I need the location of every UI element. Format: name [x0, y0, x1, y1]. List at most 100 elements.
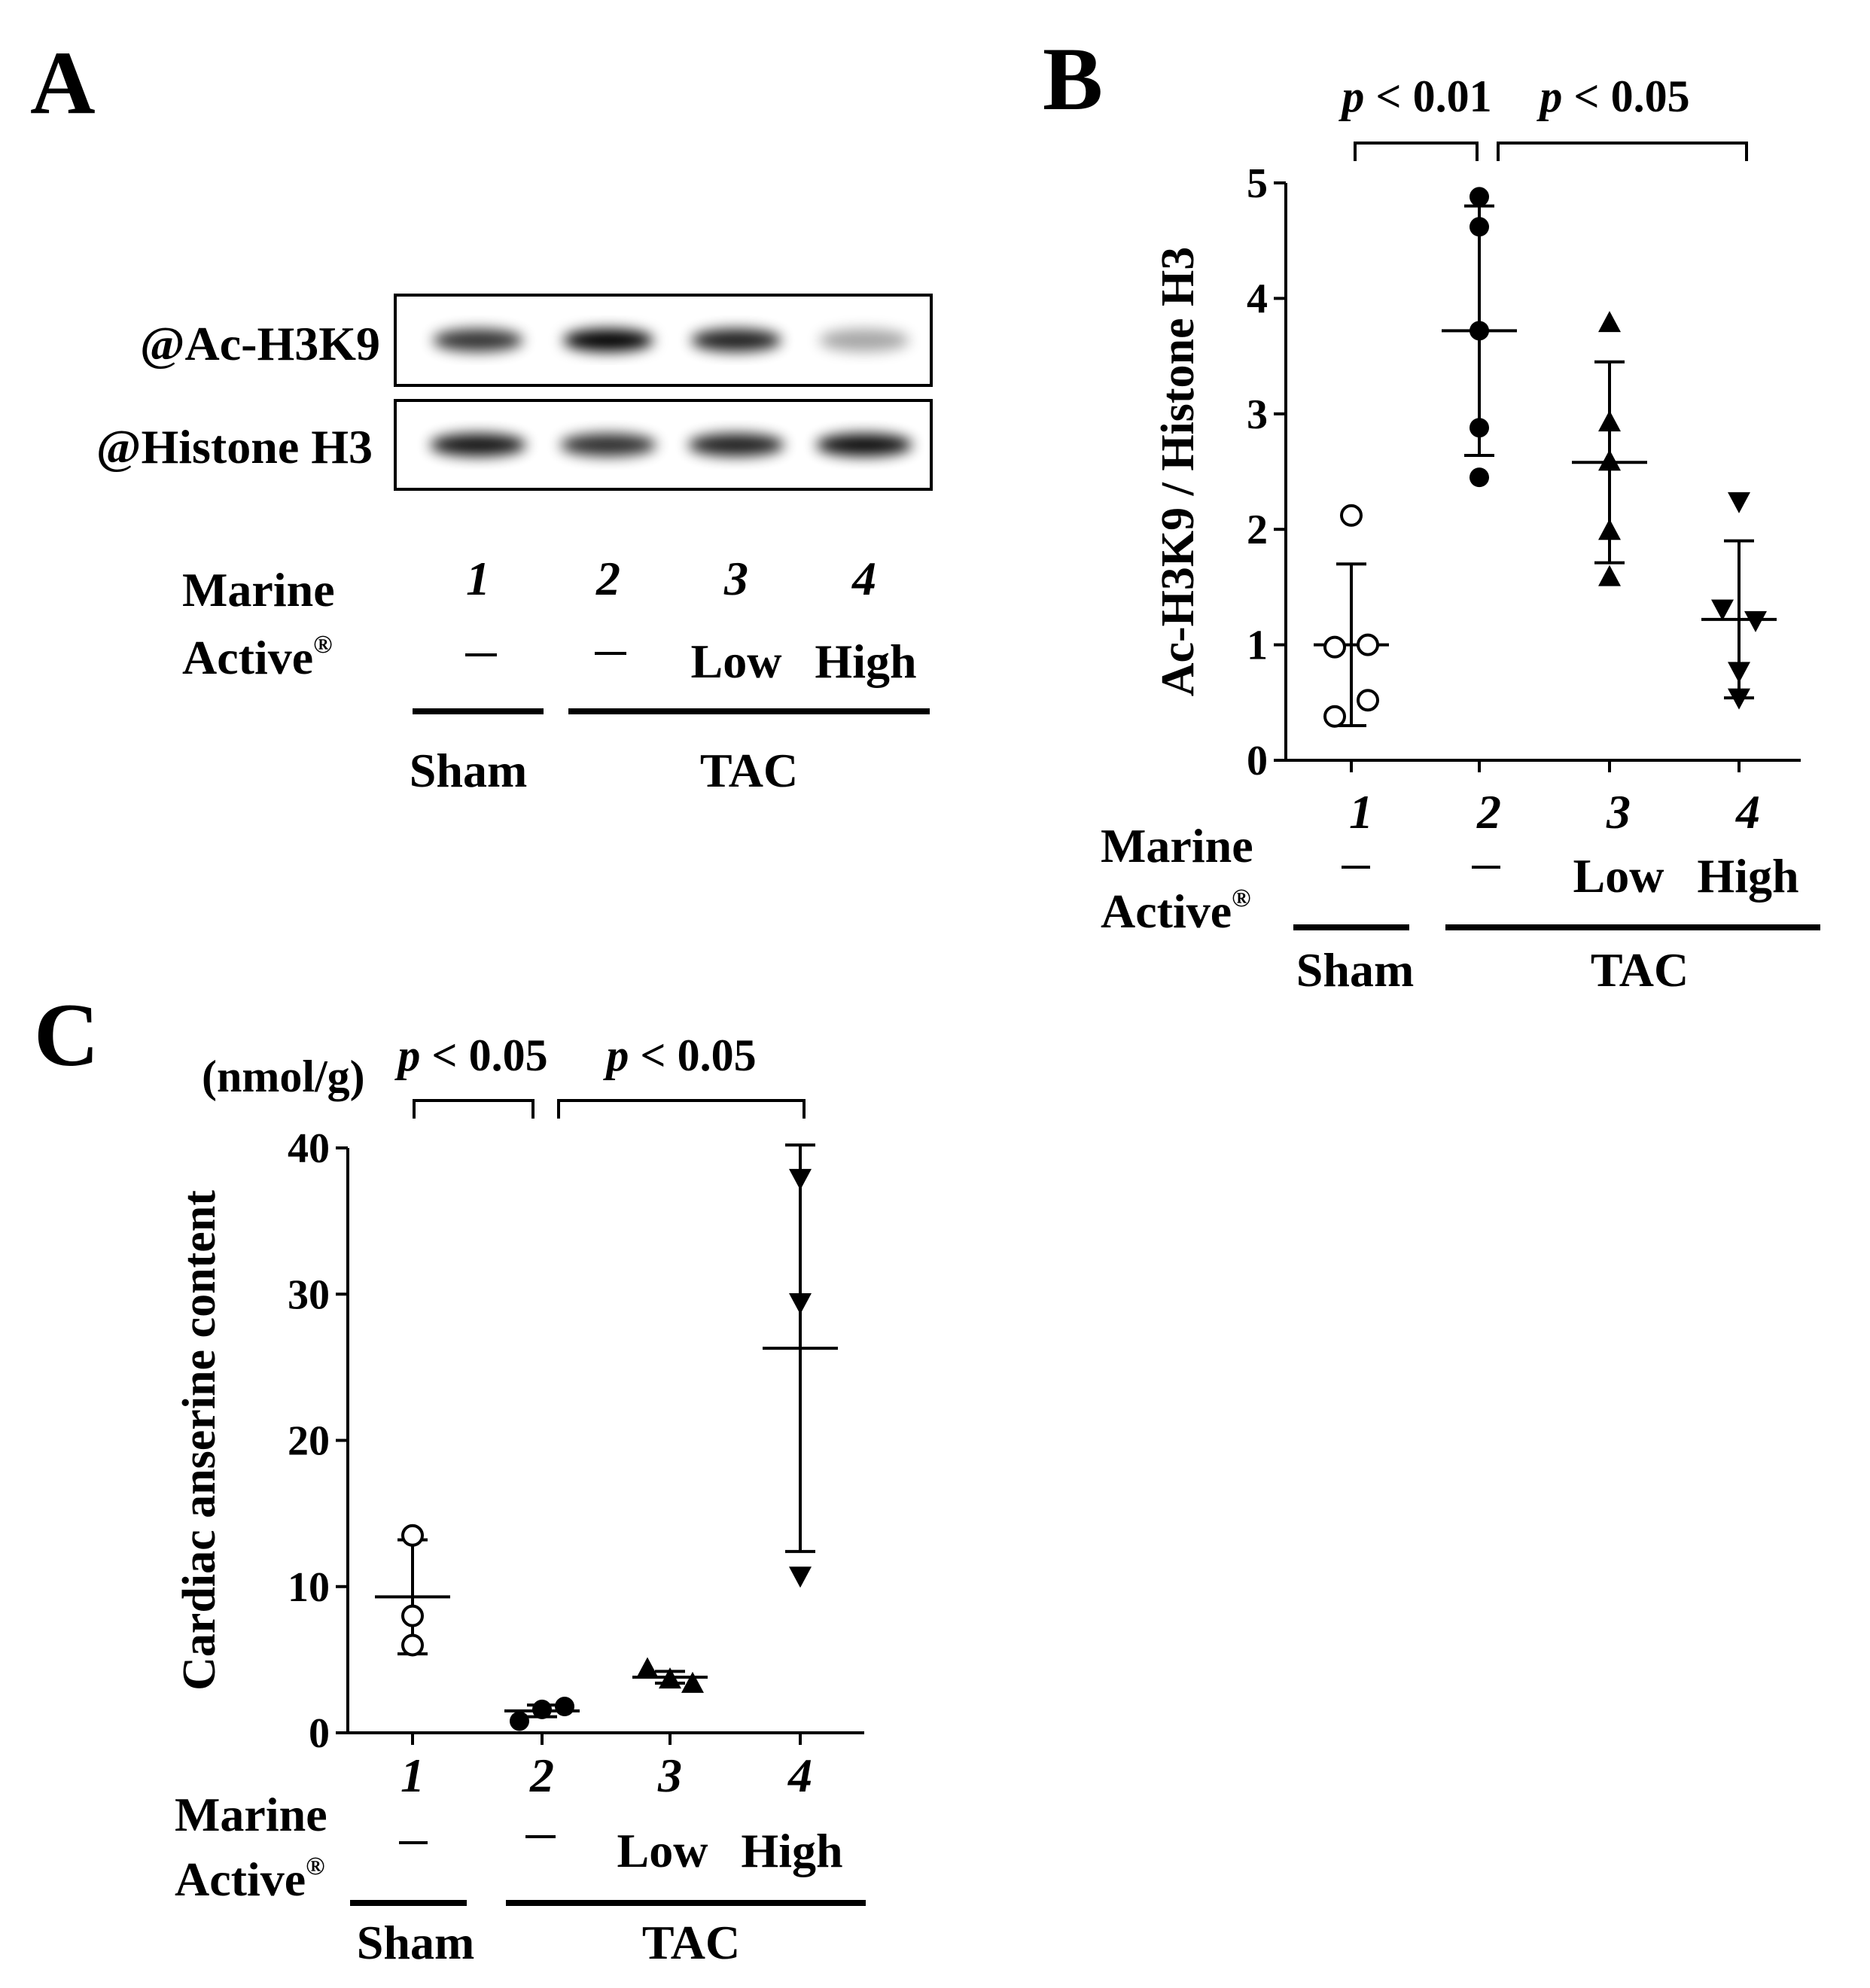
- a-treatment-label-line2: Active®: [182, 631, 333, 684]
- c-lane-number-3: 3: [657, 1749, 682, 1802]
- b-lane-number-1: 1: [1349, 785, 1373, 839]
- panel-c: C (nmol/g) 0 10 20 30 40 Cardiac anserine con…: [34, 985, 866, 1969]
- a-treatment-high: High: [815, 635, 916, 688]
- chart-c-plot: 0 10 20 30 40 Cardiac anserine content p < 0.0…: [174, 1031, 864, 1757]
- c-group-tac: TAC: [642, 1916, 740, 1969]
- c-group-sham: Sham: [357, 1916, 475, 1969]
- b-y-axis-label: Ac-H3K9 / Histone H3: [1153, 247, 1204, 697]
- c-lane-number-4: 4: [787, 1749, 812, 1802]
- c-point-3-2: [659, 1667, 681, 1689]
- a-treatment-label-line1: Marine: [182, 563, 335, 616]
- blot-band-histone-h3-lane-1: [430, 434, 526, 456]
- b-point-4-1: [1728, 492, 1750, 513]
- b-treatment-label-line1: Marine: [1101, 819, 1253, 872]
- c-significance-bracket-1: [413, 1099, 535, 1119]
- b-y-tick-label-2: 2: [1247, 507, 1268, 553]
- b-y-tick-label-4: 4: [1247, 276, 1268, 322]
- c-y-tick-label-10: 10: [288, 1564, 330, 1611]
- panel-a: A @Ac-H3K9 @Histone H3 1 2 3 4 Marine Ac…: [30, 32, 933, 797]
- b-point-1-5: [1323, 705, 1346, 728]
- a-treatment-low: Low: [691, 635, 782, 688]
- c-significance-bracket-2: [557, 1099, 806, 1119]
- band-label-histone-h3: @Histone H3: [96, 420, 373, 473]
- a-group-tac: TAC: [700, 744, 798, 797]
- b-point-3-2: [1598, 410, 1621, 432]
- blot-band-ac-h3k9-lane-1: [433, 329, 523, 352]
- c-point-1-2: [401, 1604, 424, 1627]
- blot-band-histone-h3-lane-3: [688, 434, 784, 456]
- b-point-2-4: [1470, 418, 1489, 438]
- b-point-3-1: [1598, 311, 1621, 333]
- c-treatment-label-line1: Marine: [175, 1788, 327, 1841]
- b-point-1-4: [1357, 689, 1379, 712]
- a-lane-number-2: 2: [595, 552, 620, 605]
- b-significance-label-2: p < 0.05: [1536, 72, 1689, 121]
- c-point-3-1: [636, 1657, 659, 1679]
- b-point-3-3: [1598, 449, 1621, 471]
- b-point-2-5: [1470, 467, 1489, 488]
- b-significance-label-1: p < 0.01: [1338, 72, 1491, 121]
- a-group-sham: Sham: [410, 744, 528, 797]
- blot-band-histone-h3-lane-2: [560, 434, 656, 456]
- c-point-2-3: [555, 1697, 574, 1717]
- b-significance-bracket-2: [1497, 142, 1748, 161]
- b-point-1-1: [1340, 504, 1363, 527]
- b-y-tick-label-3: 3: [1247, 391, 1268, 438]
- c-point-4-1: [789, 1168, 812, 1190]
- b-point-2-2: [1470, 217, 1489, 237]
- blot-band-ac-h3k9-lane-2: [563, 329, 653, 352]
- b-treatment-low: Low: [1573, 849, 1664, 903]
- b-treatment-high: High: [1697, 849, 1798, 903]
- chart-b-plot: 0 1 2 3 4 5 Ac-H3K9 / Histone H3 p < 0.01 p < 0.…: [1153, 72, 1801, 784]
- c-treatment-low: Low: [617, 1824, 708, 1877]
- b-point-1-2: [1357, 633, 1379, 656]
- b-lane-number-3: 3: [1606, 785, 1631, 839]
- blot-band-ac-h3k9-lane-3: [691, 329, 781, 352]
- a-lane-number-1: 1: [466, 552, 490, 605]
- c-lane-number-1: 1: [400, 1749, 425, 1802]
- a-lane-number-4: 4: [851, 552, 876, 605]
- b-point-3-4: [1598, 519, 1621, 540]
- c-y-tick-label-30: 30: [288, 1271, 330, 1318]
- b-point-4-5: [1728, 688, 1750, 710]
- blot-bands-histone-h3: [430, 434, 912, 456]
- b-lane-number-2: 2: [1476, 785, 1501, 839]
- b-lane-number-4: 4: [1735, 785, 1760, 839]
- b-y-tick-label-0: 0: [1247, 738, 1268, 784]
- c-treatment-label-line2: Active®: [175, 1853, 325, 1906]
- c-point-4-3: [789, 1566, 812, 1588]
- c-y-axis-label: Cardiac anserine content: [174, 1190, 225, 1691]
- panel-b-letter: B: [1043, 29, 1103, 129]
- b-treatment-label-line2: Active®: [1101, 884, 1251, 938]
- c-lane-number-2: 2: [529, 1749, 554, 1802]
- c-y-tick-label-0: 0: [309, 1710, 330, 1757]
- c-significance-label-2: p < 0.05: [602, 1031, 756, 1080]
- b-point-4-3: [1744, 610, 1767, 632]
- c-unit-label: (nmol/g): [202, 1052, 365, 1101]
- c-y-tick-label-20: 20: [288, 1418, 330, 1465]
- b-group-tac: TAC: [1591, 943, 1689, 997]
- blot-band-histone-h3-lane-4: [816, 434, 912, 456]
- b-y-tick-label-5: 5: [1247, 160, 1268, 207]
- c-significance-label-1: p < 0.05: [394, 1031, 547, 1080]
- c-point-1-3: [401, 1633, 424, 1657]
- blot-bands-ac-h3k9: [433, 329, 909, 352]
- b-point-4-4: [1728, 662, 1750, 683]
- c-point-1-1: [401, 1524, 424, 1547]
- b-point-2-1: [1470, 187, 1489, 207]
- b-point-2-3: [1470, 321, 1489, 341]
- b-group-sham: Sham: [1296, 943, 1415, 997]
- b-significance-bracket-1: [1354, 142, 1479, 161]
- panel-b: B 0 1 2 3 4 5 Ac-H3K9 / Histone H3 p < 0.01 p < …: [1043, 29, 1820, 997]
- c-point-2-2: [532, 1699, 552, 1719]
- b-point-4-2: [1711, 599, 1734, 621]
- a-lane-number-3: 3: [723, 552, 748, 605]
- c-point-2-1: [510, 1711, 529, 1731]
- c-y-tick-label-40: 40: [288, 1125, 330, 1172]
- c-treatment-high: High: [741, 1824, 842, 1877]
- panel-a-letter: A: [30, 32, 96, 132]
- blot-band-ac-h3k9-lane-4: [819, 329, 909, 352]
- band-label-ac-h3k9: @Ac-H3K9: [140, 317, 380, 370]
- c-point-3-3: [681, 1671, 704, 1693]
